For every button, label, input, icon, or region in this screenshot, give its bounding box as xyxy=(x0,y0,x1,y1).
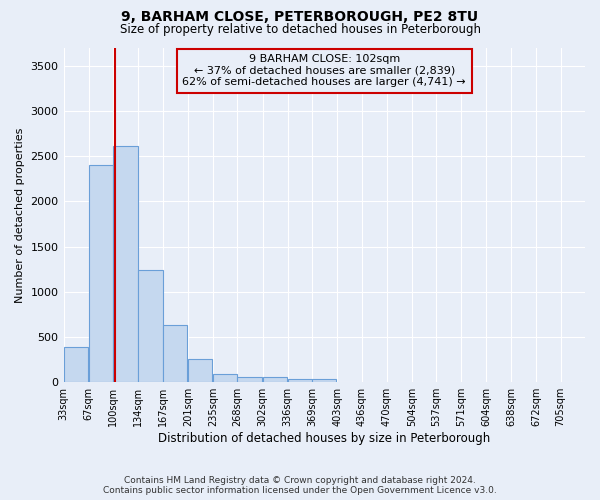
X-axis label: Distribution of detached houses by size in Peterborough: Distribution of detached houses by size … xyxy=(158,432,490,445)
Text: 9 BARHAM CLOSE: 102sqm
← 37% of detached houses are smaller (2,839)
62% of semi-: 9 BARHAM CLOSE: 102sqm ← 37% of detached… xyxy=(182,54,466,88)
Bar xyxy=(312,380,337,382)
Bar xyxy=(113,146,137,382)
Text: Size of property relative to detached houses in Peterborough: Size of property relative to detached ho… xyxy=(119,22,481,36)
Bar xyxy=(213,374,238,382)
Text: Contains HM Land Registry data © Crown copyright and database right 2024.
Contai: Contains HM Land Registry data © Crown c… xyxy=(103,476,497,495)
Bar xyxy=(89,165,113,382)
Bar xyxy=(287,378,312,382)
Text: 9, BARHAM CLOSE, PETERBOROUGH, PE2 8TU: 9, BARHAM CLOSE, PETERBOROUGH, PE2 8TU xyxy=(121,10,479,24)
Bar xyxy=(188,359,212,382)
Y-axis label: Number of detached properties: Number of detached properties xyxy=(15,127,25,302)
Bar xyxy=(163,325,187,382)
Bar xyxy=(138,270,163,382)
Bar xyxy=(64,347,88,382)
Bar xyxy=(263,377,287,382)
Bar xyxy=(238,377,262,382)
